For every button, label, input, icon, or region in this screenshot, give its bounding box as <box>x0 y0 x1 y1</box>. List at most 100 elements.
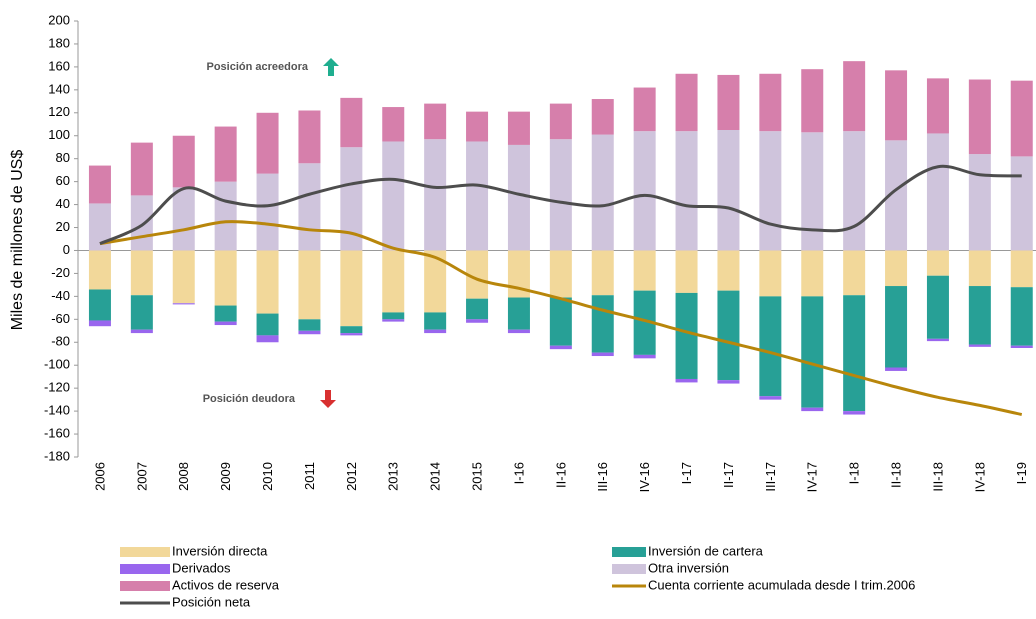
x-tick-label: IV-18 <box>972 462 987 492</box>
x-tick-label: I-18 <box>847 462 862 484</box>
bar <box>507 329 530 334</box>
bar <box>759 131 782 251</box>
arrow-down <box>320 390 336 408</box>
legend-label: Cuenta corriente acumulada desde I trim.… <box>648 577 915 592</box>
bar <box>843 61 866 132</box>
bar <box>340 147 363 251</box>
legend-label: Activos de reserva <box>172 577 280 592</box>
bar <box>633 354 656 359</box>
bar <box>801 296 824 408</box>
bar <box>466 319 489 323</box>
line <box>99 220 1023 417</box>
bar <box>717 380 740 384</box>
legend-swatch <box>120 547 170 557</box>
bar <box>968 79 991 155</box>
bar <box>633 250 656 291</box>
bar <box>549 345 572 350</box>
x-tick-label: 2006 <box>92 462 107 491</box>
bar <box>759 396 782 400</box>
bar <box>801 250 824 297</box>
bar <box>130 295 153 330</box>
x-tick-label: 2014 <box>428 462 443 491</box>
bar <box>675 250 698 293</box>
bar <box>88 250 111 290</box>
bar <box>801 407 824 412</box>
legend-swatch <box>120 581 170 591</box>
legend-label: Derivados <box>172 560 231 575</box>
y-tick-label: 40 <box>56 196 70 211</box>
bar <box>968 250 991 287</box>
x-tick-label: 2010 <box>260 462 275 491</box>
bar <box>172 187 195 251</box>
bar <box>591 295 614 353</box>
bar <box>549 103 572 140</box>
bar <box>214 126 237 182</box>
x-tick-label: II-18 <box>888 462 903 488</box>
bar <box>340 326 363 334</box>
bar <box>926 250 949 276</box>
bar <box>298 110 321 164</box>
bar <box>424 329 447 334</box>
bar <box>1010 80 1033 157</box>
legend-label: Posición neta <box>172 594 251 609</box>
bar <box>130 329 153 334</box>
bar <box>466 141 489 251</box>
bar <box>466 298 489 320</box>
bar <box>926 338 949 342</box>
arrow-up <box>323 58 339 76</box>
x-tick-label: III-18 <box>930 462 945 492</box>
x-tick-label: I-17 <box>679 462 694 484</box>
bar <box>88 289 111 321</box>
bar <box>926 133 949 251</box>
bar <box>130 195 153 251</box>
bar <box>172 250 195 304</box>
x-tick-label: 2007 <box>134 462 149 491</box>
bar <box>298 319 321 331</box>
annotation: Posición acreedora <box>207 61 309 73</box>
legend-swatch <box>120 564 170 574</box>
bar <box>424 103 447 140</box>
bar <box>759 250 782 297</box>
bar <box>801 69 824 133</box>
x-tick-label: 2013 <box>386 462 401 491</box>
bar <box>801 132 824 251</box>
bar <box>466 250 489 299</box>
y-tick-label: 80 <box>56 150 70 165</box>
bar <box>717 290 740 381</box>
bar <box>340 250 363 327</box>
bar <box>172 303 195 305</box>
bar <box>675 378 698 383</box>
y-tick-label: 200 <box>48 12 70 27</box>
x-tick-label: 2015 <box>469 462 484 491</box>
bar <box>298 163 321 251</box>
bar <box>843 250 866 296</box>
bar <box>214 250 237 306</box>
annotation: Posición deudora <box>203 393 296 405</box>
x-tick-label: 2009 <box>218 462 233 491</box>
bar <box>717 250 740 291</box>
bar <box>926 275 949 339</box>
bar <box>591 250 614 296</box>
bar <box>926 78 949 134</box>
bar <box>549 250 572 298</box>
bar <box>1010 287 1033 346</box>
legend-label: Inversión directa <box>172 543 268 558</box>
bar <box>424 312 447 330</box>
bar <box>382 319 405 322</box>
bar <box>382 107 405 142</box>
y-tick-label: -100 <box>44 357 70 372</box>
bar <box>214 181 237 251</box>
x-tick-label: III-16 <box>595 462 610 492</box>
bar <box>843 131 866 251</box>
bar <box>633 290 656 355</box>
bar <box>214 305 237 322</box>
bar <box>885 70 908 141</box>
bar <box>507 297 530 330</box>
x-tick-label: I-16 <box>511 462 526 484</box>
bar <box>717 74 740 130</box>
y-tick-label: 160 <box>48 58 70 73</box>
y-tick-label: -180 <box>44 448 70 463</box>
bar <box>968 286 991 345</box>
y-tick-label: -140 <box>44 403 70 418</box>
y-tick-label: 180 <box>48 35 70 50</box>
